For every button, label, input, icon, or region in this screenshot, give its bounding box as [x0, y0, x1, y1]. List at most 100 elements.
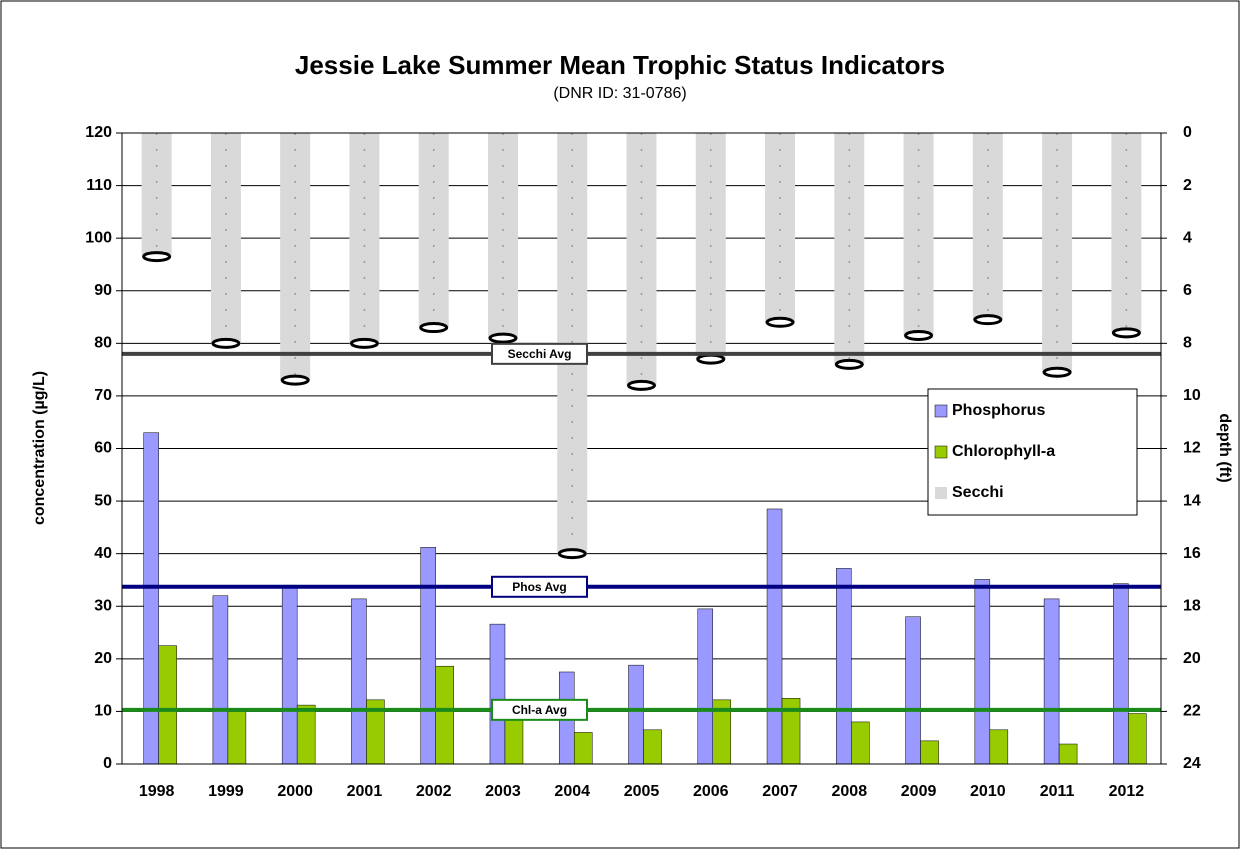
secchi-disk [559, 550, 585, 558]
x-tick-label: 2007 [762, 783, 798, 800]
average-label: Phos Avg [512, 580, 566, 594]
secchi-disk [1113, 329, 1139, 337]
secchi-bar [211, 133, 241, 343]
y-tick-label: 90 [94, 282, 112, 299]
average-label: Secchi Avg [508, 347, 572, 361]
y2-tick-label: 16 [1183, 545, 1201, 562]
bar [282, 585, 297, 764]
x-tick-label: 2002 [416, 783, 452, 800]
legend-swatch [935, 405, 947, 417]
x-tick-label: 1998 [139, 783, 175, 800]
secchi-bar [973, 133, 1003, 320]
secchi-disk [698, 355, 724, 363]
secchi-bar [488, 133, 518, 338]
y2-tick-label: 6 [1183, 282, 1192, 299]
secchi-disk [282, 376, 308, 384]
average-label: Chl-a Avg [512, 703, 567, 717]
y2-tick-label: 18 [1183, 597, 1201, 614]
y-axis-label: concentration (µg/L) [31, 371, 48, 525]
bar [1044, 599, 1059, 764]
chart: Jessie Lake Summer Mean Trophic Status I… [0, 0, 1241, 850]
y2-tick-label: 14 [1183, 492, 1201, 509]
bar [1128, 714, 1146, 764]
y-tick-label: 0 [103, 755, 112, 772]
y-tick-label: 80 [94, 335, 112, 352]
x-tick-label: 2001 [347, 783, 383, 800]
bar [574, 732, 592, 764]
x-tick-label: 2010 [970, 783, 1006, 800]
legend-label: Secchi [952, 484, 1004, 501]
bar [629, 665, 644, 764]
y-tick-label: 50 [94, 492, 112, 509]
secchi-disk [836, 360, 862, 368]
y2-tick-label: 2 [1183, 177, 1192, 194]
y2-tick-label: 0 [1183, 124, 1192, 141]
bar [144, 433, 159, 764]
secchi-bar [142, 133, 172, 257]
bar [505, 714, 523, 764]
legend-swatch [935, 487, 947, 499]
y2-tick-label: 22 [1183, 703, 1201, 720]
bar [921, 741, 939, 764]
secchi-bar [280, 133, 310, 380]
chart-subtitle: (DNR ID: 31-0786) [553, 85, 686, 102]
secchi-disk [975, 316, 1001, 324]
x-tick-label: 2009 [901, 783, 937, 800]
y-tick-label: 70 [94, 387, 112, 404]
bar [975, 579, 990, 764]
secchi-bar [627, 133, 657, 385]
bar [906, 617, 921, 764]
secchi-disk [906, 331, 932, 339]
bar [297, 705, 315, 764]
x-tick-label: 1999 [208, 783, 244, 800]
x-tick-label: 2004 [554, 783, 590, 800]
bar [436, 666, 454, 764]
x-tick-label: 2003 [485, 783, 521, 800]
bar [421, 547, 436, 764]
bar [990, 730, 1008, 764]
secchi-bar [1111, 133, 1141, 333]
secchi-disk [213, 339, 239, 347]
bar [1059, 744, 1077, 764]
bar [851, 722, 869, 764]
bar [1113, 584, 1128, 764]
y-tick-label: 40 [94, 545, 112, 562]
y2-tick-label: 20 [1183, 650, 1201, 667]
secchi-disk [351, 339, 377, 347]
x-tick-label: 2012 [1109, 783, 1145, 800]
y-tick-label: 30 [94, 597, 112, 614]
y-tick-label: 110 [86, 177, 112, 194]
secchi-disk [1044, 368, 1070, 376]
secchi-disk [767, 318, 793, 326]
y-tick-label: 100 [85, 229, 112, 246]
chart-title: Jessie Lake Summer Mean Trophic Status I… [295, 50, 945, 80]
bar [351, 599, 366, 764]
legend-label: Phosphorus [952, 402, 1045, 419]
bar [644, 730, 662, 764]
secchi-disk [629, 381, 655, 389]
y-tick-label: 60 [94, 440, 112, 457]
bar [698, 609, 713, 764]
bar [213, 596, 228, 764]
y-tick-label: 20 [94, 650, 112, 667]
x-tick-label: 2008 [832, 783, 868, 800]
x-tick-label: 2005 [624, 783, 660, 800]
legend-label: Chlorophyll-a [952, 443, 1055, 460]
y2-tick-label: 10 [1183, 387, 1201, 404]
secchi-bar [834, 133, 864, 364]
y-tick-label: 10 [94, 703, 112, 720]
bar [159, 646, 177, 764]
secchi-bar [349, 133, 379, 343]
y2-tick-label: 12 [1183, 440, 1201, 457]
secchi-disk [144, 253, 170, 261]
secchi-disk [490, 334, 516, 342]
y-tick-label: 120 [85, 124, 112, 141]
secchi-bar [1042, 133, 1072, 372]
secchi-bar [904, 133, 934, 335]
bar [836, 568, 851, 764]
bar [767, 509, 782, 764]
y2-tick-label: 24 [1183, 755, 1201, 772]
bar [228, 711, 246, 764]
y2-tick-label: 8 [1183, 335, 1192, 352]
y2-tick-label: 4 [1183, 229, 1192, 246]
